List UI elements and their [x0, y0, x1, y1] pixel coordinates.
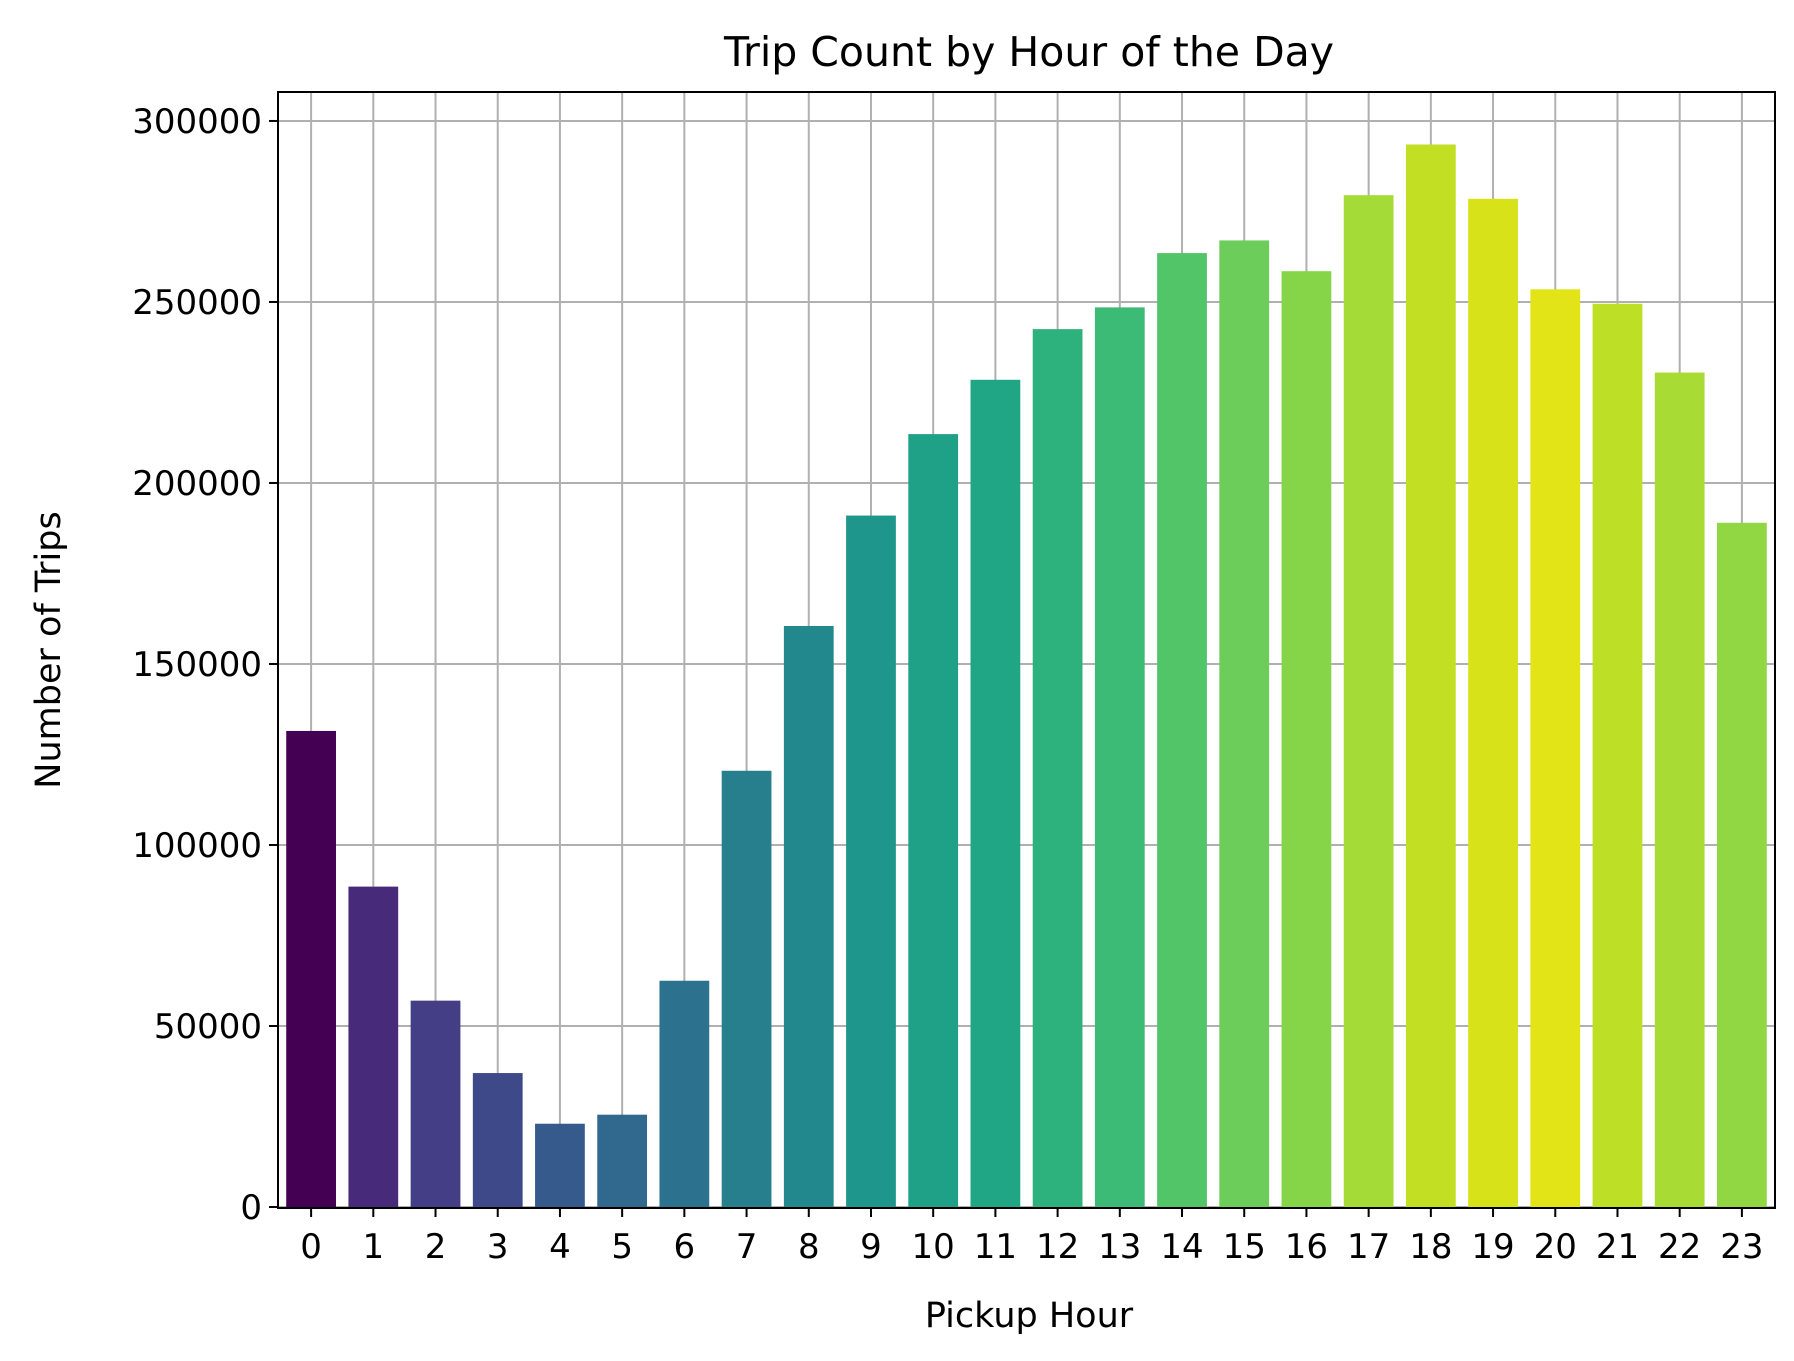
x-tick-label-18: 18 [1409, 1227, 1452, 1267]
y-tick-label-2: 100000 [132, 826, 262, 866]
bar-9 [846, 515, 896, 1207]
bar-12 [1032, 329, 1083, 1207]
y-tick-label-5: 250000 [132, 283, 262, 323]
bar-22 [1654, 372, 1705, 1207]
x-tick-label-8: 8 [798, 1227, 820, 1267]
bar-4 [535, 1123, 585, 1207]
bar-21 [1592, 303, 1643, 1207]
bar-15 [1219, 240, 1270, 1208]
y-gridlines [278, 119, 1775, 1208]
bar-8 [783, 625, 834, 1207]
x-tick-label-7: 7 [736, 1227, 758, 1267]
bar-2 [410, 1000, 461, 1207]
y-tick-label-3: 150000 [132, 645, 262, 685]
x-tick-label-21: 21 [1596, 1227, 1639, 1267]
bar-10 [908, 434, 959, 1207]
bars [286, 144, 1767, 1208]
x-tick-label-23: 23 [1720, 1227, 1763, 1267]
bar-16 [1281, 271, 1332, 1208]
y-tick-label-6: 300000 [132, 102, 262, 142]
chart-title: Trip Count by Hour of the Day [723, 28, 1334, 76]
x-tick-label-6: 6 [674, 1227, 696, 1267]
x-tick-label-4: 4 [549, 1227, 571, 1267]
bar-1 [348, 886, 399, 1207]
x-axis: 0 1 2 3 4 5 6 7 8 9 10 11 12 13 14 15 16 17 18 19 20 21 22 23 [300, 1208, 1764, 1267]
bar-20 [1530, 289, 1581, 1207]
x-tick-label-5: 5 [611, 1227, 633, 1267]
bar-18 [1405, 144, 1456, 1207]
bar-11 [970, 379, 1021, 1208]
x-tick-label-13: 13 [1098, 1227, 1141, 1267]
plot-frame [277, 91, 1776, 1209]
y-tick-label-0: 0 [240, 1188, 262, 1228]
bar-13 [1094, 307, 1145, 1208]
y-axis-label: Number of Trips [29, 511, 69, 788]
x-tick-label-16: 16 [1285, 1227, 1328, 1267]
x-tick-label-1: 1 [362, 1227, 384, 1267]
x-tick-label-10: 10 [912, 1227, 955, 1267]
x-tick-label-14: 14 [1160, 1227, 1203, 1267]
bar-23 [1717, 522, 1767, 1207]
bar-17 [1343, 195, 1394, 1207]
x-tick-label-19: 19 [1471, 1227, 1514, 1267]
x-axis-label: Pickup Hour [925, 1296, 1134, 1336]
bar-14 [1157, 253, 1207, 1208]
x-gridlines [310, 92, 1743, 1208]
x-tick-label-17: 17 [1347, 1227, 1390, 1267]
y-tick-label-1: 50000 [154, 1007, 262, 1047]
y-tick-label-4: 200000 [132, 464, 262, 504]
bar-0 [286, 730, 336, 1207]
x-tick-label-0: 0 [300, 1227, 322, 1267]
x-tick-label-22: 22 [1658, 1227, 1701, 1267]
y-axis: 0 50000 100000 150000 200000 250000 300000 [132, 102, 278, 1228]
bar-19 [1468, 198, 1518, 1208]
x-tick-label-20: 20 [1534, 1227, 1577, 1267]
bar-3 [472, 1073, 523, 1207]
x-tick-label-15: 15 [1223, 1227, 1266, 1267]
x-tick-label-2: 2 [425, 1227, 447, 1267]
bar-7 [721, 770, 772, 1207]
x-tick-label-11: 11 [974, 1227, 1017, 1267]
bar-5 [597, 1114, 648, 1207]
x-tick-label-9: 9 [860, 1227, 882, 1267]
x-tick-label-3: 3 [487, 1227, 509, 1267]
x-tick-label-12: 12 [1036, 1227, 1079, 1267]
bar-6 [659, 980, 710, 1207]
